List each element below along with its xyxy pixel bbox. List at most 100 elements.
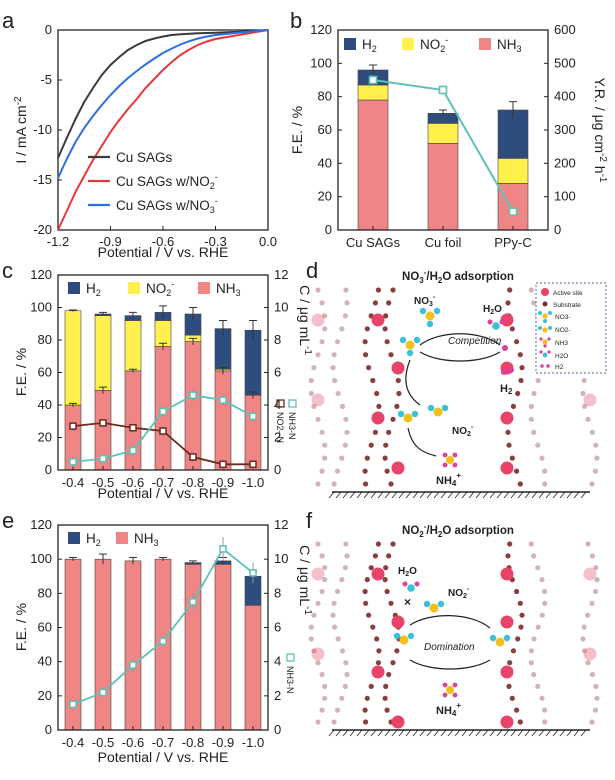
no2n-point-0 bbox=[69, 422, 77, 430]
t: NO bbox=[402, 525, 419, 537]
floor-hatch bbox=[580, 729, 587, 737]
substrate-bead bbox=[384, 468, 390, 474]
legend-text: Cu SAGs w/NO bbox=[116, 174, 210, 189]
bar-nh3-0 bbox=[357, 99, 389, 231]
legend-swatch-nh3 bbox=[116, 532, 128, 544]
active-site bbox=[500, 665, 514, 679]
floor-hatch bbox=[342, 491, 349, 499]
no2n-point-3 bbox=[159, 427, 167, 435]
floor-hatch bbox=[363, 491, 370, 499]
x-tick-label: -1.0 bbox=[242, 735, 264, 750]
x-tick-label: -0.8 bbox=[182, 475, 204, 490]
panel-d-diagram: d NO3-/H2O adsorption Active site Substr… bbox=[306, 258, 607, 499]
substrate-bead bbox=[509, 695, 515, 701]
x-tick-label: -0.3 bbox=[204, 234, 226, 249]
floor-hatch bbox=[482, 491, 489, 499]
bar-no2-1 bbox=[427, 123, 459, 144]
substrate-bead bbox=[331, 481, 337, 487]
active-site bbox=[371, 411, 385, 425]
bar-nh3-2 bbox=[124, 560, 142, 731]
substrate-bead bbox=[386, 300, 392, 306]
arrow-no2-to-nh4 bbox=[407, 427, 437, 457]
panel-b-chart: b Cu SAGs Cu foil PPy-C 0 20 40 60 80 100 120 0 100… bbox=[289, 8, 609, 250]
floor-hatch bbox=[461, 729, 468, 737]
floor-hatch bbox=[447, 729, 454, 737]
y2-tick-label: 2 bbox=[274, 430, 281, 445]
panel-b-y2label: Y.R. / μg cm-2 h-1 bbox=[592, 78, 609, 183]
substrate-bead bbox=[308, 377, 314, 384]
floor-hatch bbox=[370, 491, 377, 499]
substrate-bead bbox=[383, 313, 389, 319]
t: - bbox=[424, 522, 427, 531]
label-nh4: NH4+ bbox=[436, 471, 461, 488]
substrate-bead bbox=[384, 339, 390, 345]
floor-hatch bbox=[531, 729, 538, 737]
x-tick-label: -0.5 bbox=[92, 735, 114, 750]
substrate-bead bbox=[395, 377, 401, 384]
floor-hatch bbox=[405, 729, 412, 737]
y-tick-label: 20 bbox=[318, 189, 332, 204]
substrate-bead bbox=[315, 481, 321, 487]
y-tick-label: 60 bbox=[38, 365, 52, 380]
floor-hatch bbox=[440, 491, 447, 499]
legend-substrate: Substrate bbox=[553, 302, 581, 309]
legend-text: Cu SAGs w/NO bbox=[116, 198, 210, 213]
substrate-bead bbox=[334, 707, 341, 713]
substrate-bead bbox=[339, 577, 345, 583]
legend-label-h2: H2 bbox=[86, 281, 101, 298]
t: O adsorption bbox=[442, 271, 514, 283]
substrate-bead bbox=[585, 660, 591, 666]
legend-text: NH bbox=[216, 281, 236, 296]
substrate-bead bbox=[319, 339, 325, 345]
molecule-h-adsorbed bbox=[502, 345, 508, 351]
floor-hatch bbox=[398, 729, 405, 737]
molecular-chains bbox=[308, 541, 600, 729]
substrate-bead bbox=[593, 683, 599, 690]
substrate-bead bbox=[384, 707, 390, 713]
substrate-bead bbox=[342, 683, 348, 690]
substrate-bead bbox=[514, 339, 520, 345]
substrate-bead bbox=[535, 683, 541, 690]
substrate-bead bbox=[366, 612, 372, 618]
substrate-bead bbox=[592, 588, 599, 595]
y-tick-label: 40 bbox=[38, 654, 52, 669]
y2-tick-label: 12 bbox=[274, 267, 288, 282]
substrate-bead bbox=[535, 442, 541, 448]
no2n-point-5 bbox=[219, 460, 227, 469]
panel-e-xlabel: Potential / V vs. RHE bbox=[98, 749, 229, 765]
floor-hatch bbox=[489, 729, 496, 737]
t: 2 bbox=[438, 276, 443, 285]
t: O adsorption bbox=[442, 525, 514, 537]
substrate-bead bbox=[322, 695, 328, 701]
substrate-bead bbox=[519, 612, 525, 618]
no2n-label: NO2--N bbox=[275, 412, 285, 443]
label-no3: NO3- bbox=[414, 294, 436, 308]
substrate-bead bbox=[344, 300, 350, 306]
floor-hatch bbox=[468, 491, 475, 499]
legend-sup: - bbox=[445, 35, 448, 45]
substrate-bead bbox=[518, 377, 524, 384]
substrate-bead bbox=[506, 683, 512, 690]
nh4n-label: NH3-N bbox=[287, 412, 297, 440]
molecule-no2 bbox=[423, 600, 445, 613]
y-tick-label: 40 bbox=[38, 397, 52, 412]
arrow-competition-bottom bbox=[419, 351, 501, 362]
substrate-bead bbox=[330, 365, 336, 371]
floor-hatch bbox=[328, 729, 335, 737]
substrate-bead bbox=[528, 403, 535, 409]
y-tick-label: -10 bbox=[33, 122, 52, 137]
legend-sub: 3 bbox=[236, 288, 241, 298]
y2-tick-label: 10 bbox=[274, 551, 288, 566]
substrate-bead bbox=[589, 600, 595, 606]
substrate-bead bbox=[342, 565, 348, 571]
substrate-bead bbox=[322, 565, 328, 571]
active-site bbox=[371, 665, 385, 679]
legend-text: NH bbox=[497, 37, 517, 52]
panel-a-legend: Cu SAGs Cu SAGs w/NO2- Cu SAGs w/NO3- bbox=[88, 150, 218, 215]
panel-label-f: f bbox=[306, 508, 313, 533]
substrate-bead bbox=[505, 553, 511, 559]
substrate-bead bbox=[585, 541, 591, 547]
panel-a-ylabel: I / mA cm-2 bbox=[13, 96, 30, 164]
legend-label-nh3: NH3 bbox=[497, 37, 522, 54]
legend-swatch-h2 bbox=[68, 282, 80, 294]
